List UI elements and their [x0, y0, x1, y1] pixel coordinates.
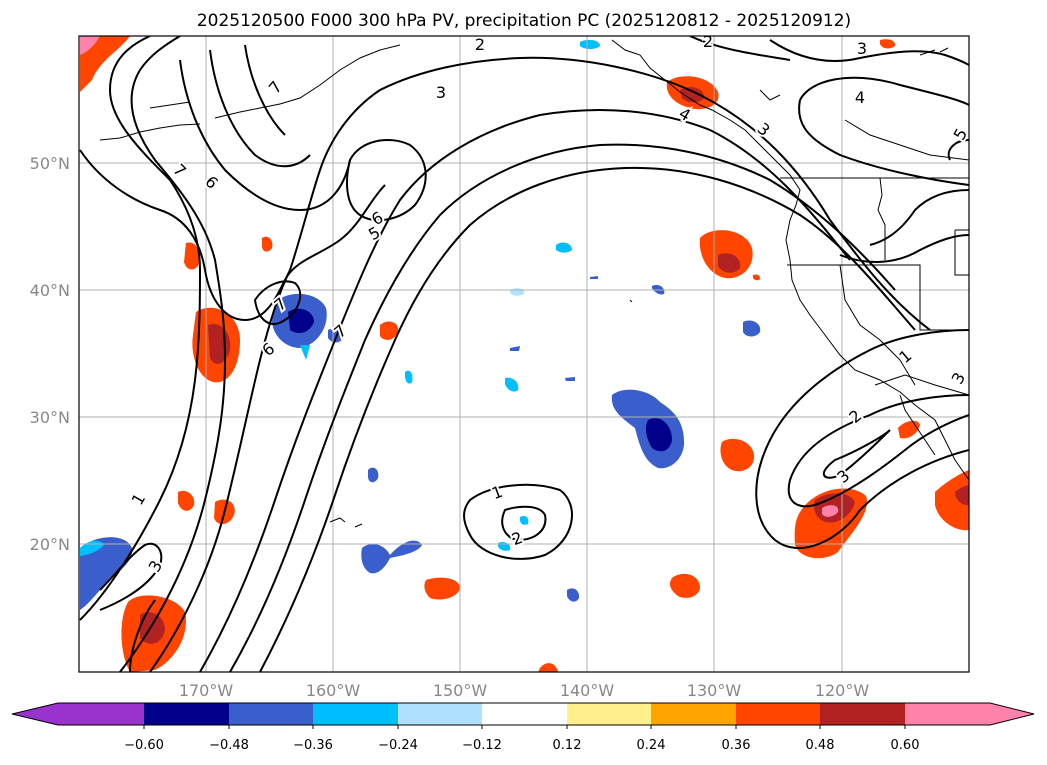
- colorbar-segment-8: [736, 703, 820, 725]
- colorbar-tick-label: −0.12: [462, 738, 502, 753]
- pv-contours: [79, 36, 969, 672]
- colorbar-segment-1: [144, 703, 229, 725]
- colorbar-tick-label: 0.48: [806, 738, 835, 753]
- precip-anomaly-shading: [80, 36, 969, 672]
- contour-label-2: 2: [475, 35, 485, 54]
- colorbar-segment-4: [398, 703, 482, 725]
- colorbar-extend-min: [12, 703, 58, 725]
- contour-label-2: 2: [703, 32, 713, 51]
- colorbar: −0.60 −0.48 −0.36 −0.24 −0.12 0.12 0.24 …: [11, 702, 1035, 753]
- lon-label-130w: 130°W: [687, 681, 742, 700]
- colorbar-extend-max: [990, 703, 1034, 725]
- lat-label-30n: 30°N: [30, 408, 70, 427]
- colorbar-segment-9: [820, 703, 905, 725]
- colorbar-segment-10: [905, 703, 990, 725]
- lon-label-140w: 140°W: [560, 681, 615, 700]
- colorbar-tick-label: 0.60: [891, 738, 920, 753]
- negative-precip-patches: [80, 39, 761, 610]
- colorbar-tick-label: −0.60: [124, 738, 164, 753]
- contour-label-3: 3: [857, 39, 867, 58]
- map-frame: [78, 35, 970, 673]
- colorbar-segment-0: [58, 703, 144, 725]
- contour-label-3: 3: [436, 83, 446, 102]
- colorbar-segment-5: [482, 703, 567, 725]
- map-area: 3 4 3 2 2 7 7 6 6 5 7 6 7 4 3 5 1 3 1 2 …: [79, 32, 969, 672]
- colorbar-segment-7: [651, 703, 736, 725]
- latitude-labels: 50°N 40°N 30°N 20°N: [30, 154, 70, 554]
- lat-label-50n: 50°N: [30, 154, 70, 173]
- lon-label-150w: 150°W: [433, 681, 488, 700]
- lat-label-20n: 20°N: [30, 535, 70, 554]
- colorbar-segment-3: [313, 703, 398, 725]
- colorbar-segment-6: [567, 703, 651, 725]
- coastlines: [99, 39, 969, 528]
- contour-label-4: 4: [855, 88, 865, 107]
- lat-label-40n: 40°N: [30, 281, 70, 300]
- colorbar-tick-label: 0.24: [637, 738, 666, 753]
- lon-label-170w: 170°W: [179, 681, 234, 700]
- colorbar-tick-label: 0.36: [722, 738, 751, 753]
- colorbar-tick-label: 0.12: [553, 738, 582, 753]
- lon-label-120w: 120°W: [815, 681, 870, 700]
- colorbar-tick-label: −0.36: [293, 738, 333, 753]
- lon-label-160w: 160°W: [306, 681, 361, 700]
- colorbar-segment-2: [229, 703, 313, 725]
- map-title: 2025120500 F000 300 hPa PV, precipitatio…: [197, 11, 851, 31]
- colorbar-tick-label: −0.24: [378, 738, 418, 753]
- colorbar-tick-label: −0.48: [209, 738, 249, 753]
- positive-precip-patches: [80, 36, 969, 672]
- longitude-labels: 170°W 160°W 150°W 140°W 130°W 120°W: [179, 681, 870, 700]
